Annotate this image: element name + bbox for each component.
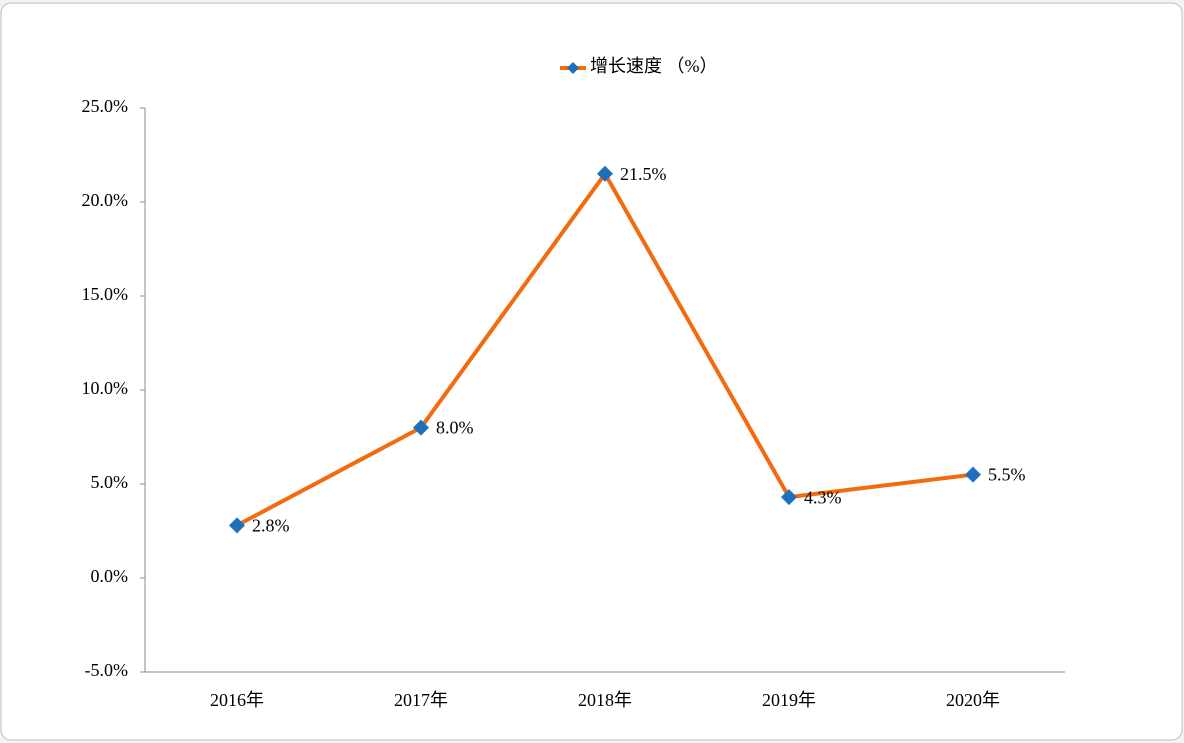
x-tick-label: 2016年 <box>210 690 264 710</box>
y-tick-label: -5.0% <box>85 660 129 680</box>
data-point <box>781 489 797 506</box>
y-tick-label: 10.0% <box>82 378 129 398</box>
y-tick-label: 25.0% <box>82 96 129 116</box>
y-tick-label: 0.0% <box>91 566 129 586</box>
x-tick-label: 2017年 <box>394 690 448 710</box>
y-tick-label: 15.0% <box>82 284 129 304</box>
data-label: 2.8% <box>252 515 290 535</box>
y-tick-label: 20.0% <box>82 190 129 210</box>
data-point <box>965 466 981 483</box>
data-point <box>413 419 429 436</box>
legend-marker <box>567 62 579 74</box>
data-point <box>229 517 245 534</box>
x-tick-label: 2019年 <box>762 690 816 710</box>
data-label: 4.3% <box>804 487 842 507</box>
x-tick-label: 2018年 <box>578 690 632 710</box>
data-label: 8.0% <box>436 418 474 438</box>
y-tick-label: 5.0% <box>91 472 129 492</box>
legend-label: 增长速度 （%） <box>590 56 718 76</box>
data-label: 21.5% <box>620 164 667 184</box>
x-tick-label: 2020年 <box>946 690 1000 710</box>
data-label: 5.5% <box>988 465 1026 485</box>
data-point <box>597 165 613 182</box>
